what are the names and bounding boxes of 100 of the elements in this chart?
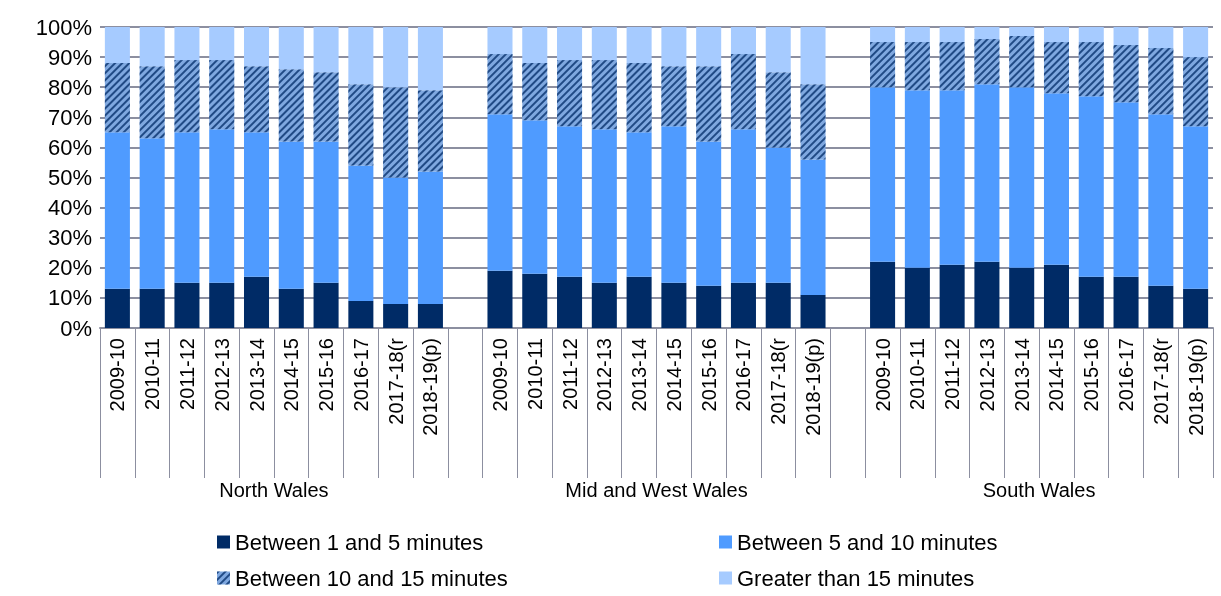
x-tick-label: 2011-12 [175,338,198,410]
bar [661,282,687,328]
bar [591,282,617,328]
x-tick-label: 2009-10 [106,338,129,412]
bar [243,276,270,328]
bar [1078,96,1104,277]
x-tick-label: 2017-18(r [384,337,407,425]
text: South Wales [982,479,1096,501]
bar [765,147,791,283]
legend-label: Between 10 and 15 minutes [235,565,508,591]
x-tick-label: 2011-12 [941,338,964,410]
x-tick-label: 2013-14 [1010,338,1033,412]
bar [174,282,200,328]
bar [974,84,1000,262]
bar [1043,264,1070,328]
x-tick-label: 2015-16 [315,338,338,412]
bar [522,273,548,328]
x-tick-label: 2010-11 [906,338,929,410]
bar [1148,285,1174,328]
x-tick-label: 2018-19(p) [1184,338,1207,436]
bar [765,282,791,328]
y-tick-label: 0% [60,315,92,341]
bar [139,138,165,289]
text: Mid and West Wales [565,479,748,501]
bar [939,90,965,265]
bar [626,132,652,277]
x-tick-label: 2014-15 [280,338,303,412]
x-tick-label: 2010-11 [141,338,164,410]
bar [348,165,374,301]
bar [313,282,339,328]
legend-label: Between 1 and 5 minutes [235,529,484,555]
x-tick-label: 2016-17 [1115,338,1138,412]
bar [383,177,409,304]
bar [974,261,1000,328]
x-tick-label: 2017-18(r [767,337,790,425]
bar [904,90,930,268]
bar [870,87,896,262]
y-tick-label: 30% [47,225,92,251]
bar [243,132,270,277]
bar [1148,114,1174,286]
y-tick-label: 40% [47,195,92,221]
x-tick-label: 2012-13 [593,338,616,412]
bar [730,282,756,328]
bar [417,171,443,304]
bar [1078,276,1104,328]
x-tick-label: 2013-14 [245,338,268,412]
y-tick-label: 60% [47,134,92,160]
bar [1183,288,1209,328]
legend-label: Greater than 15 minutes [737,565,975,591]
bar [626,276,652,328]
bar [904,267,930,328]
x-tick-label: 2010-11 [523,338,546,410]
bar [557,276,583,328]
bar [1009,87,1035,268]
bar [800,294,826,328]
y-tick-label: 100% [35,14,92,40]
x-tick-label: 2012-13 [210,338,233,412]
text: North Wales [219,479,329,501]
bar [1183,126,1209,289]
y-tick-label: 90% [47,44,92,70]
bar [1043,93,1070,265]
bar [1113,276,1139,328]
bar [1009,267,1035,328]
bar [1113,102,1139,277]
x-tick-label: 2014-15 [1045,338,1068,412]
y-tick-label: 20% [47,255,92,281]
bar [870,261,896,328]
x-tick-label: 2018-19(p) [802,338,825,436]
y-tick-label: 70% [47,104,92,130]
bar [139,288,165,328]
bar [557,126,583,277]
bar [661,126,687,283]
legend-label: Between 5 and 10 minutes [737,529,998,555]
bar [313,141,339,283]
bar [209,282,235,328]
y-tick-label: 50% [47,165,92,190]
x-tick-label: 2011-12 [558,338,581,410]
bar [104,288,130,328]
bar [348,300,374,328]
bar [209,129,235,283]
bar [487,114,513,271]
x-tick-label: 2014-15 [662,338,685,412]
x-tick-label: 2018-19(p) [419,338,442,436]
bar [278,141,304,289]
bar [417,303,443,328]
bar [487,270,513,328]
bar [104,132,130,289]
bar [278,288,304,328]
x-tick-label: 2015-16 [1080,338,1103,412]
y-tick-label: 80% [47,74,92,100]
x-tick-label: 2009-10 [488,338,511,412]
bar [383,303,409,328]
bar [591,129,617,283]
bar [174,132,200,283]
x-tick-label: 2015-16 [697,338,720,412]
x-tick-label: 2013-14 [628,338,651,412]
bar [800,159,826,295]
bar [939,264,965,328]
x-tick-label: 2017-18(r [1149,337,1172,425]
x-tick-label: 2016-17 [732,338,755,412]
